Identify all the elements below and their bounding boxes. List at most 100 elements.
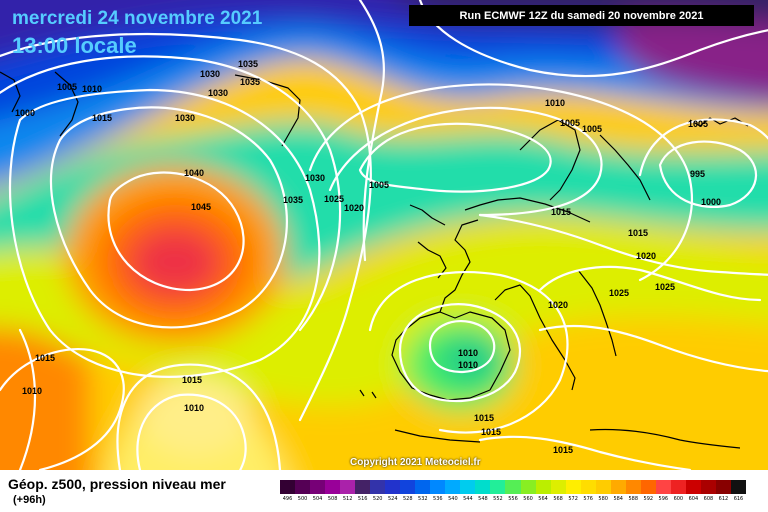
- isobar-label: 1010: [184, 403, 204, 413]
- isobar-label: 1000: [701, 197, 721, 207]
- legend-swatch: [610, 480, 627, 494]
- isobar-label: 1015: [553, 445, 573, 455]
- isobar-labels: 1005 1010 1000 1015 1030 1035 1035 1030 …: [15, 59, 721, 455]
- legend-swatch: [400, 480, 416, 494]
- isobar-label: 1020: [636, 251, 656, 261]
- isobar-label: 1015: [481, 427, 501, 437]
- legend-value: 616: [733, 496, 744, 502]
- isobar-label: 1025: [609, 288, 629, 298]
- legend-value: 604: [688, 496, 699, 502]
- isobar-label: 1030: [200, 69, 220, 79]
- legend-swatch: [340, 480, 356, 494]
- isobar-label: 995: [690, 169, 705, 179]
- isobar-label: 1035: [283, 195, 303, 205]
- isobar-label: 1005: [688, 119, 708, 129]
- isobar-label: 1015: [92, 113, 112, 123]
- isobar-label: 1005: [560, 118, 580, 128]
- legend-swatch: [685, 480, 702, 494]
- legend-swatch: [520, 480, 537, 494]
- legend-value: 520: [372, 496, 383, 502]
- isobar-label: 1030: [208, 88, 228, 98]
- legend-value: 556: [508, 496, 518, 502]
- legend-value: 572: [568, 496, 578, 502]
- legend-swatch: [550, 480, 567, 494]
- isobar-label: 1015: [35, 353, 55, 363]
- geopotential-map: 1005 1010 1000 1015 1030 1035 1035 1030 …: [0, 0, 768, 470]
- legend-value: 592: [643, 496, 654, 502]
- isobar-label: 1010: [458, 360, 478, 370]
- legend-value: 540: [448, 496, 458, 502]
- legend-swatch: [370, 480, 386, 494]
- isobar-label: 1035: [238, 59, 258, 69]
- isobar-label: 1010: [545, 98, 565, 108]
- legend-swatch: [670, 480, 687, 494]
- isobar-label: 1005: [369, 180, 389, 190]
- model-run-label: Run ECMWF 12Z du samedi 20 novembre 2021: [409, 5, 754, 26]
- isobar-label: 1005: [582, 124, 602, 134]
- legend-swatch: [385, 480, 401, 494]
- isobar-label: 1015: [628, 228, 648, 238]
- legend-value: 528: [402, 496, 413, 502]
- legend-value: 560: [523, 496, 533, 502]
- legend-swatch: [475, 480, 491, 494]
- legend-value: 608: [703, 496, 714, 502]
- isobar-label: 1005: [57, 82, 77, 92]
- legend-value: 588: [628, 496, 639, 502]
- legend-swatch: [445, 480, 461, 494]
- legend-value: 584: [613, 496, 623, 502]
- legend-swatch: [490, 480, 506, 494]
- local-time-title: 13:00 locale: [12, 33, 137, 58]
- legend-swatch: [655, 480, 672, 494]
- legend-value: 568: [553, 496, 563, 502]
- legend-value: 580: [598, 496, 608, 502]
- legend-value: 612: [718, 496, 729, 502]
- legend-swatch: [640, 480, 657, 494]
- legend-swatch: [595, 480, 612, 494]
- isobar-label: 1045: [191, 202, 211, 212]
- legend-value: 496: [282, 496, 293, 502]
- legend-value: 500: [297, 496, 308, 502]
- legend-value: 596: [658, 496, 669, 502]
- isobar-label: 1010: [22, 386, 42, 396]
- legend-value: 548: [478, 496, 488, 502]
- legend-swatch: [565, 480, 582, 494]
- legend-value: 536: [433, 496, 443, 502]
- isobar-label: 1025: [324, 194, 344, 204]
- legend-swatch: [460, 480, 476, 494]
- legend-value: 532: [418, 496, 428, 502]
- legend-swatch: [700, 480, 717, 494]
- isobar-label: 1015: [551, 207, 571, 217]
- isobar-label: 1030: [175, 113, 195, 123]
- legend-swatch: [430, 480, 446, 494]
- legend-swatch: [325, 480, 341, 494]
- isobar-label: 1040: [184, 168, 204, 178]
- legend-swatch: [355, 480, 371, 494]
- legend-swatch: [505, 480, 521, 494]
- isobar-label: 1020: [548, 300, 568, 310]
- coastlines: [0, 71, 749, 449]
- isobars: [0, 0, 768, 470]
- isobar-label: 1015: [474, 413, 494, 423]
- isobar-label: 1030: [305, 173, 325, 183]
- map-footer: Géop. z500, pression niveau mer (+96h) 4…: [0, 470, 768, 512]
- legend-value: 512: [342, 496, 353, 502]
- legend-swatch: [625, 480, 642, 494]
- isobar-label: 1020: [344, 203, 364, 213]
- isobar-label: 1015: [182, 375, 202, 385]
- legend-value: 576: [583, 496, 593, 502]
- legend-value: 544: [463, 496, 473, 502]
- legend-swatch: [415, 480, 431, 494]
- legend-swatch: [715, 480, 732, 494]
- isobar-label: 1010: [82, 84, 102, 94]
- copyright-label: Copyright 2021 Meteociel.fr: [350, 457, 481, 468]
- isobar-label: 1035: [240, 77, 260, 87]
- forecast-step-label: (+96h): [13, 494, 46, 506]
- color-scale-legend: 496 500 504 508 512 516 520 524 528 532 536 540 544 5…: [280, 480, 747, 506]
- parameter-label: Géop. z500, pression niveau mer: [8, 476, 226, 492]
- legend-swatch: [310, 480, 326, 494]
- legend-value: 524: [387, 496, 398, 502]
- legend-swatch: [730, 480, 747, 494]
- isobar-label: 1025: [655, 282, 675, 292]
- forecast-date-title: mercredi 24 novembre 2021: [12, 8, 263, 29]
